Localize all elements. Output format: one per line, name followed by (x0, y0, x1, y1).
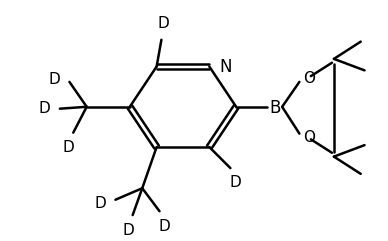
Text: D: D (94, 196, 106, 211)
Text: D: D (62, 140, 74, 155)
Text: N: N (219, 58, 231, 75)
Text: D: D (229, 175, 241, 190)
Text: O: O (303, 130, 315, 145)
Text: O: O (303, 71, 315, 86)
Text: D: D (122, 223, 134, 238)
Text: D: D (158, 16, 169, 31)
Text: D: D (48, 72, 60, 87)
Text: D: D (38, 101, 50, 116)
Text: B: B (270, 99, 281, 117)
Text: D: D (158, 219, 170, 234)
